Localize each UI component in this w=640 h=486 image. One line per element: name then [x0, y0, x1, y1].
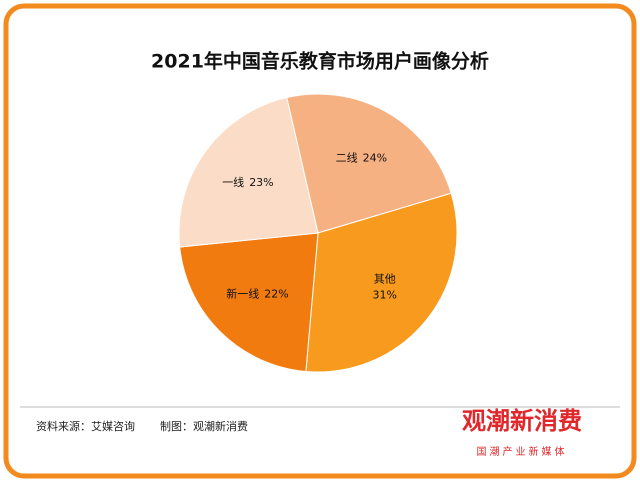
slice-category: 二线 [336, 151, 358, 165]
slice-category: 一线 [222, 175, 244, 189]
slice [286, 93, 452, 234]
slice-value: 31% [373, 288, 397, 301]
slice [178, 96, 319, 248]
slice-value: 23% [249, 176, 273, 189]
source: 资料来源：艾媒咨询 [36, 419, 135, 433]
slice-value: 22% [264, 287, 288, 300]
slice-value: 24% [363, 152, 387, 165]
slice-label: 二线 24% [336, 151, 387, 165]
slice-label: 一线 23% [222, 175, 273, 189]
chart-title: 2021年中国音乐教育市场用户画像分析 [151, 50, 489, 73]
slice-category: 新一线 [226, 286, 259, 300]
maker: 制图：观潮新消费 [160, 419, 248, 433]
slice [305, 192, 458, 373]
pie: 二线 24% 其他 31% 新一线 22% 一线 23% [178, 93, 458, 373]
slice [179, 232, 319, 373]
logo: 观潮新消费 [462, 407, 582, 435]
logo-sub: 国潮产业新媒体 [477, 445, 568, 458]
slice-label: 新一线 22% [226, 286, 288, 300]
slice-label: 其他 31% [373, 272, 397, 301]
slice-category: 其他 [374, 272, 396, 285]
